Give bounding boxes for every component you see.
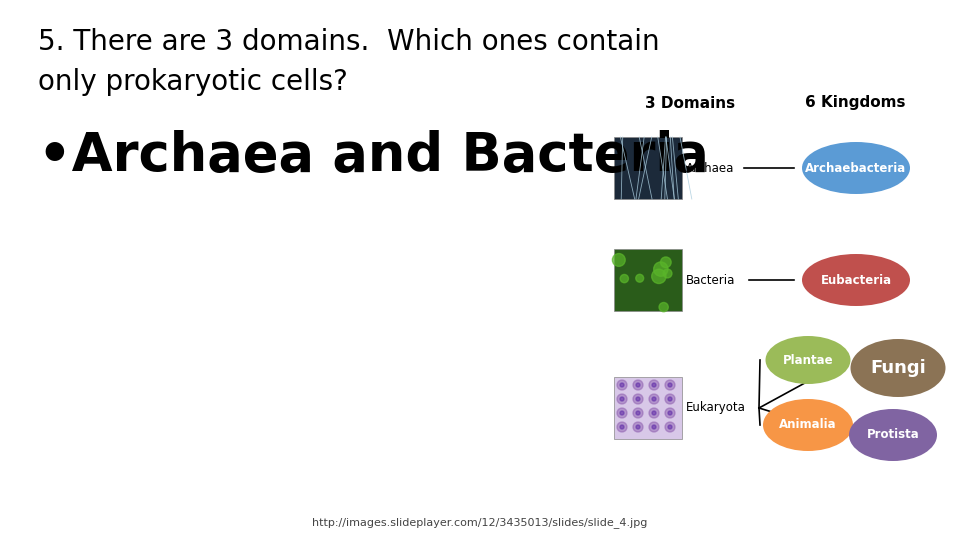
Ellipse shape [851, 339, 946, 397]
Circle shape [633, 422, 643, 432]
Text: 5. There are 3 domains.  Which ones contain: 5. There are 3 domains. Which ones conta… [38, 28, 660, 56]
Circle shape [665, 394, 675, 404]
Circle shape [668, 425, 672, 429]
Circle shape [663, 269, 672, 278]
Circle shape [620, 397, 624, 401]
Bar [614, 377, 682, 439]
Text: only prokaryotic cells?: only prokaryotic cells? [38, 68, 348, 96]
Bar [614, 137, 682, 199]
Circle shape [654, 262, 668, 276]
Circle shape [633, 408, 643, 418]
Text: Plantae: Plantae [782, 354, 833, 367]
Text: •Archaea and Bacteria: •Archaea and Bacteria [38, 130, 708, 182]
Text: Protista: Protista [867, 429, 920, 442]
Circle shape [668, 383, 672, 387]
Ellipse shape [802, 142, 910, 194]
Circle shape [636, 411, 640, 415]
Circle shape [665, 408, 675, 418]
Text: 3 Domains: 3 Domains [645, 96, 735, 111]
Circle shape [665, 422, 675, 432]
Circle shape [617, 408, 627, 418]
Circle shape [659, 302, 668, 312]
Circle shape [620, 274, 629, 283]
Circle shape [617, 380, 627, 390]
Circle shape [652, 397, 656, 401]
Circle shape [649, 394, 659, 404]
Circle shape [612, 254, 625, 266]
Text: Eubacteria: Eubacteria [821, 273, 892, 287]
Ellipse shape [849, 409, 937, 461]
Text: Archaebacteria: Archaebacteria [805, 161, 906, 174]
Circle shape [633, 380, 643, 390]
Circle shape [668, 397, 672, 401]
Circle shape [617, 394, 627, 404]
Circle shape [649, 408, 659, 418]
Text: Archaea: Archaea [686, 161, 734, 174]
Circle shape [620, 425, 624, 429]
Circle shape [652, 383, 656, 387]
Text: Eukaryota: Eukaryota [686, 402, 746, 415]
Circle shape [649, 422, 659, 432]
Circle shape [636, 383, 640, 387]
Circle shape [636, 425, 640, 429]
Text: Fungi: Fungi [870, 359, 925, 377]
Circle shape [617, 422, 627, 432]
Circle shape [636, 274, 643, 282]
Circle shape [668, 411, 672, 415]
Circle shape [620, 411, 624, 415]
Ellipse shape [802, 254, 910, 306]
Ellipse shape [763, 399, 853, 451]
Circle shape [636, 397, 640, 401]
Text: http://images.slideplayer.com/12/3435013/slides/slide_4.jpg: http://images.slideplayer.com/12/3435013… [312, 517, 648, 528]
Circle shape [652, 411, 656, 415]
Circle shape [652, 269, 666, 284]
Circle shape [660, 257, 671, 268]
Ellipse shape [765, 336, 851, 384]
Circle shape [665, 380, 675, 390]
Bar [614, 249, 682, 311]
Circle shape [652, 425, 656, 429]
Circle shape [649, 380, 659, 390]
Text: Bacteria: Bacteria [686, 273, 735, 287]
Circle shape [620, 383, 624, 387]
Text: 6 Kingdoms: 6 Kingdoms [804, 96, 905, 111]
Text: Animalia: Animalia [780, 418, 837, 431]
Circle shape [633, 394, 643, 404]
